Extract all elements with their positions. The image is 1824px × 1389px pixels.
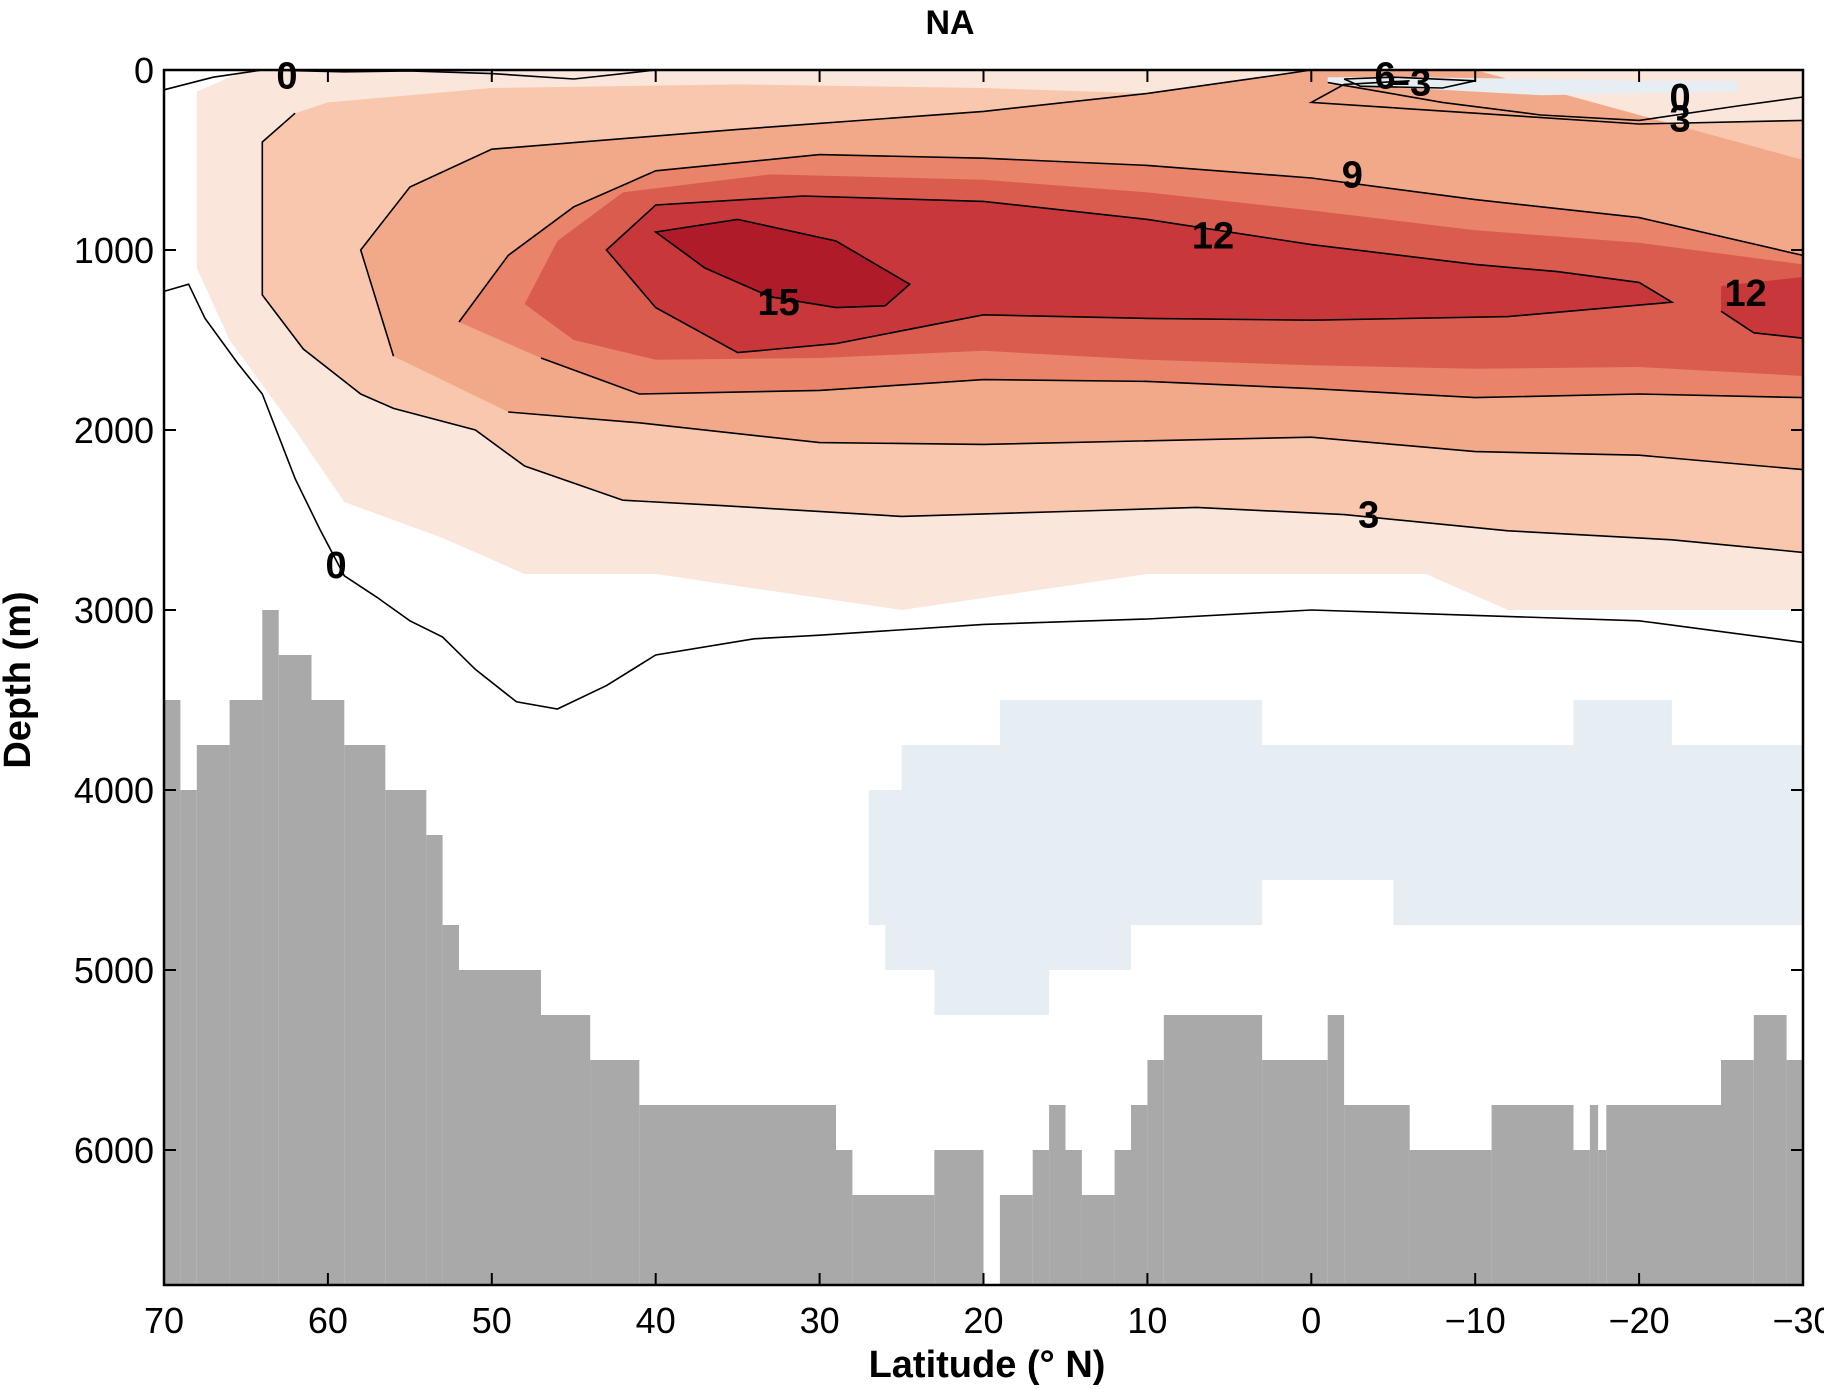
x-tick-label: 60 <box>308 1300 348 1341</box>
contour-line-0 <box>1327 81 1804 122</box>
topography-segment <box>1409 1150 1492 1285</box>
topography-segment <box>1327 1015 1345 1285</box>
y-tick-label: 5000 <box>74 950 154 991</box>
contour-line-9 <box>458 153 1804 323</box>
topography-segment <box>262 610 279 1285</box>
topography-segment <box>999 1195 1033 1285</box>
contour-label: 0 <box>276 55 297 97</box>
topography-segment <box>459 970 541 1285</box>
topography-segment <box>1573 1150 1590 1285</box>
topography-segment <box>639 1105 836 1285</box>
topography-segment <box>229 700 263 1285</box>
contour-label: 3 <box>1670 99 1691 141</box>
contour-label: 9 <box>1342 154 1363 196</box>
x-tick-label: 70 <box>144 1300 184 1341</box>
topography-segment <box>1081 1195 1115 1285</box>
contour-label: 3 <box>1358 495 1379 537</box>
y-tick-label: 6000 <box>74 1130 154 1171</box>
axes-layer: 70 60 50 40 30 20 10 0 −10 −20 −300100020003000400… <box>74 50 1824 1341</box>
topography-segment <box>1606 1105 1615 1285</box>
topography-segment <box>1131 1105 1148 1285</box>
topography-segment <box>1114 1150 1131 1285</box>
topography-segment <box>1491 1105 1574 1285</box>
contour-label: 15 <box>757 282 799 324</box>
contour-line-6 <box>508 411 1804 471</box>
contour-line-3 <box>261 112 1804 554</box>
topography-segment <box>1344 1105 1410 1285</box>
overturning-band-right-core <box>1721 277 1803 339</box>
x-tick-label: 20 <box>963 1300 1003 1341</box>
topography-segment <box>196 745 230 1285</box>
x-tick-label: 30 <box>800 1300 840 1341</box>
topography-segment <box>1262 1060 1328 1285</box>
topography-segment <box>590 1060 640 1285</box>
topography-segment <box>1598 1150 1607 1285</box>
topography-segment <box>1049 1105 1066 1285</box>
topography-segment <box>1147 1060 1164 1285</box>
contour-line-12 <box>1720 310 1804 339</box>
topography-segment <box>1786 1060 1803 1285</box>
topography-segment <box>426 835 443 1285</box>
contour-line-9 <box>540 357 1804 399</box>
x-tick-label: −20 <box>1609 1300 1670 1341</box>
y-tick-label: 3000 <box>74 590 154 631</box>
topography-segment <box>385 790 427 1285</box>
y-tick-label: 2000 <box>74 410 154 451</box>
x-tick-label: 50 <box>472 1300 512 1341</box>
topography-segment <box>311 700 345 1285</box>
topography-segment <box>180 790 197 1285</box>
plot-fill-layer <box>196 70 1804 1015</box>
negative-overturning-surface <box>1327 77 1738 96</box>
topography-segment <box>836 1150 853 1285</box>
x-axis-label: Latitude (° N) <box>869 1344 1106 1386</box>
contour-label: 0 <box>1670 77 1691 119</box>
contour-line-0 <box>163 283 1804 710</box>
contour-label: 12 <box>1724 273 1766 315</box>
y-tick-label: 1000 <box>74 230 154 271</box>
contour-line-0 <box>163 69 656 91</box>
y-tick-label: 0 <box>134 50 154 91</box>
topography-layer <box>164 610 1803 1285</box>
x-tick-label: 10 <box>1127 1300 1167 1341</box>
topography-segment <box>1721 1060 1754 1285</box>
topography-segment <box>1163 1015 1263 1285</box>
contour-line-3 <box>1308 80 1804 125</box>
topography-segment <box>1032 1150 1050 1285</box>
negative-overturning-abyss <box>868 700 1803 1015</box>
x-tick-label: −10 <box>1445 1300 1506 1341</box>
contour-line-15 <box>653 218 912 309</box>
contour-line-minus3 <box>1343 76 1476 89</box>
topography-segment <box>1753 1015 1787 1285</box>
contour-label: 6 <box>1375 55 1396 97</box>
x-tick-label: −30 <box>1772 1300 1824 1341</box>
topography-segment <box>344 745 386 1285</box>
contour-label: 0 <box>326 545 347 587</box>
topography-segment <box>164 700 181 1285</box>
contour-label: 12 <box>1192 216 1234 258</box>
topography-segment <box>541 1015 591 1285</box>
x-tick-label: 40 <box>636 1300 676 1341</box>
overturning-band-7 <box>655 219 910 308</box>
chart-title: NA <box>925 4 974 42</box>
topography-segment <box>1614 1105 1721 1285</box>
topography-segment <box>442 925 459 1285</box>
topography-segment <box>934 1150 984 1285</box>
topography-segment <box>1065 1150 1082 1285</box>
y-tick-label: 4000 <box>74 770 154 811</box>
overturning-band-6 <box>606 196 1672 353</box>
topography-segment <box>278 655 312 1285</box>
contour-line-12 <box>605 195 1675 354</box>
topography-segment <box>1589 1105 1599 1285</box>
x-tick-label: 0 <box>1301 1300 1321 1341</box>
y-axis-label: Depth (m) <box>0 591 39 768</box>
contour-layer <box>163 69 1804 710</box>
topography-segment <box>852 1195 935 1285</box>
contour-line-6 <box>359 69 1312 357</box>
